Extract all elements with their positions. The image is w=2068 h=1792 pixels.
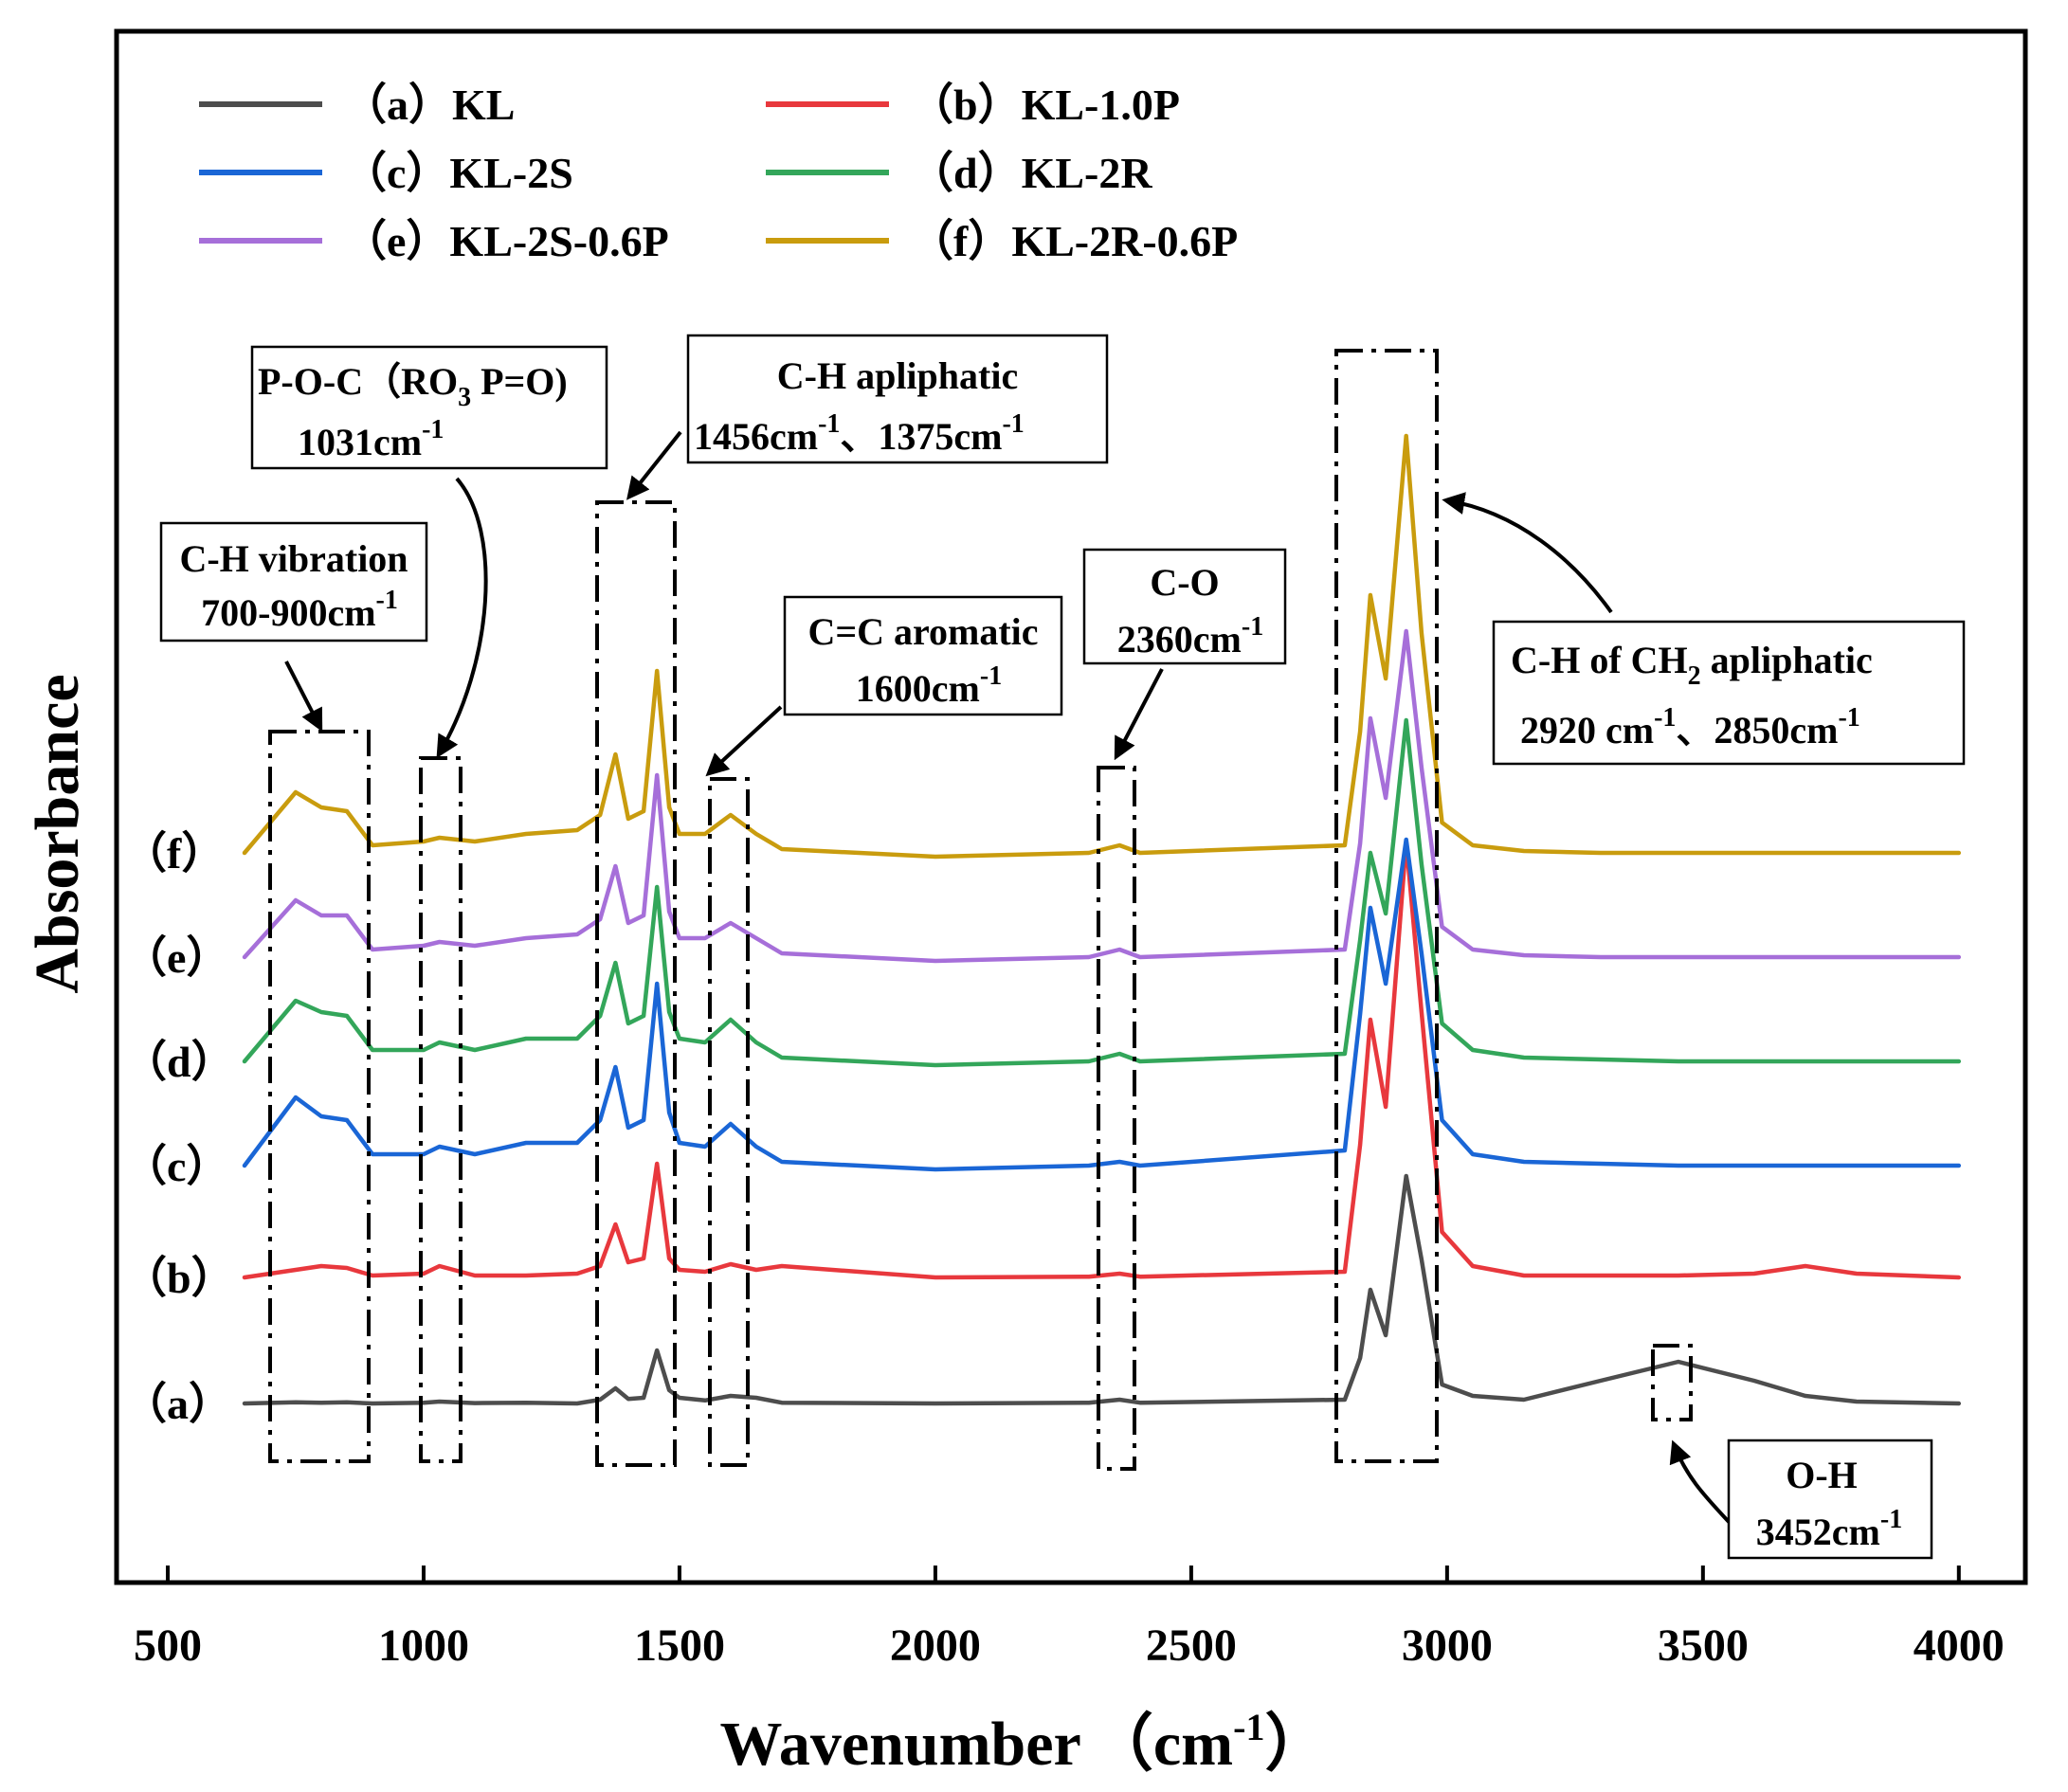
arrow-poc (436, 477, 488, 759)
annotation-oh: O-H 3452cm-1 (1727, 1439, 1933, 1560)
arrow-cc-aromatic (705, 705, 783, 777)
svg-text:1031cm-1: 1031cm-1 (298, 415, 444, 463)
svg-text:1600cm-1: 1600cm-1 (856, 661, 1002, 710)
arrow-co (1114, 668, 1164, 761)
svg-text:2920 cm-1、2850cm-1: 2920 cm-1、2850cm-1 (1520, 703, 1860, 751)
svg-text:2360cm-1: 2360cm-1 (1117, 612, 1263, 661)
series-line-a (242, 1173, 1962, 1406)
region-1031 (419, 756, 463, 1463)
region-2850-2920 (1334, 349, 1439, 1463)
region-1600 (708, 777, 750, 1467)
svg-text:C=C aromatic: C=C aromatic (807, 610, 1038, 653)
legend-label-f: （f）KL-2R-0.6P (910, 217, 1238, 265)
arrow-ch-vibration (284, 661, 323, 733)
curve-label-b: （b） (123, 1254, 235, 1302)
svg-text:3452cm-1: 3452cm-1 (1756, 1505, 1902, 1553)
svg-text:C-H apliphatic: C-H apliphatic (777, 354, 1018, 397)
curve-label-f: （f） (123, 829, 225, 878)
curve-label-c: （c） (123, 1142, 229, 1190)
series-line-d (242, 717, 1962, 1068)
annotation-ch-vibration: C-H vibration 700-900cm-1 (159, 521, 428, 643)
plot-frame (114, 28, 2028, 1585)
legend-label-a: （a）KL (343, 81, 515, 129)
legend-label-b: （b）KL-1.0P (910, 81, 1180, 129)
highlight-regions (268, 349, 1693, 1471)
x-tick-label-2000: 2000 (890, 1620, 981, 1671)
annotation-ch2: C-H of CH2 apliphatic 2920 cm-1、2850cm-1 (1492, 620, 1966, 766)
legend: （a）KL （b）KL-1.0P （c）KL-2S （d）KL-2R （e）KL-2S-… (199, 81, 1238, 265)
region-700-900 (268, 730, 371, 1463)
arrow-ch2 (1442, 492, 1613, 614)
x-tick-label-2500: 2500 (1146, 1620, 1237, 1671)
x-tick-label-1000: 1000 (378, 1620, 469, 1671)
svg-text:C-H of CH2 apliphatic: C-H of CH2 apliphatic (1511, 639, 1873, 691)
annotation-ch-apliphatic: C-H apliphatic 1456cm-1、1375cm-1 (686, 334, 1109, 464)
legend-label-e: （e）KL-2S-0.6P (343, 217, 669, 265)
curve-labels: （a） （b） （c） （d） （e） （f） (123, 829, 235, 1428)
svg-text:1456cm-1、1375cm-1: 1456cm-1、1375cm-1 (694, 409, 1025, 458)
x-tick-label-1500: 1500 (634, 1620, 725, 1671)
x-tick-label-500: 500 (134, 1620, 202, 1671)
region-1375-1456 (595, 500, 677, 1467)
svg-text:700-900cm-1: 700-900cm-1 (201, 586, 398, 634)
x-tick-label-3000: 3000 (1402, 1620, 1493, 1671)
region-2360 (1097, 766, 1136, 1471)
svg-text:P-O-C（RO3 P=O): P-O-C（RO3 P=O) (258, 360, 568, 412)
svg-text:C-H vibration: C-H vibration (179, 537, 408, 580)
svg-text:C-O: C-O (1150, 561, 1219, 604)
series-line-b (242, 839, 1962, 1280)
x-axis-title: Wavenumber （cm-1） (720, 1706, 1328, 1779)
series-group (242, 433, 1962, 1406)
curve-label-d: （d） (123, 1038, 235, 1086)
curve-label-a: （a） (123, 1380, 232, 1428)
legend-label-c: （c）KL-2S (343, 149, 573, 197)
series-line-f (242, 433, 1962, 860)
x-tick-label-4000: 4000 (1914, 1620, 2005, 1671)
x-axis-ticks: 500 1000 1500 2000 2500 3000 3500 4000 (134, 1566, 2005, 1671)
svg-text:O-H: O-H (1786, 1454, 1858, 1496)
arrow-ch-apliphatic (626, 430, 682, 500)
annotation-cc-aromatic: C=C aromatic 1600cm-1 (783, 595, 1063, 716)
series-line-e (242, 628, 1962, 964)
y-axis-title: Absorbance (23, 674, 92, 993)
curve-label-e: （e） (123, 933, 229, 982)
arrow-oh (1669, 1439, 1732, 1526)
series-line-c (242, 837, 1962, 1172)
x-tick-label-3500: 3500 (1658, 1620, 1749, 1671)
region-3452 (1651, 1344, 1693, 1421)
annotation-co: C-O 2360cm-1 (1082, 548, 1287, 665)
annotation-arrows (284, 430, 1732, 1526)
legend-label-d: （d）KL-2R (910, 149, 1152, 197)
annotation-poc: P-O-C（RO3 P=O) 1031cm-1 (250, 345, 608, 470)
